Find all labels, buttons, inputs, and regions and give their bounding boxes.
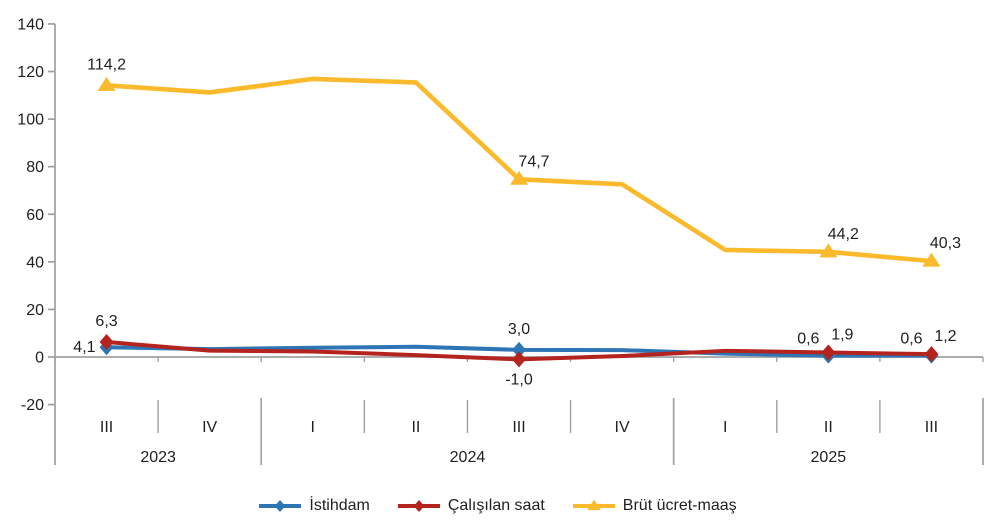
y-axis-tick-label: 80 xyxy=(26,159,44,176)
legend-label-brut-ucret-maas: Brüt ücret-maaş xyxy=(622,497,737,514)
legend-swatch-brut-ucret-maas-line-triangle-icon xyxy=(572,499,615,511)
data-label: -1,0 xyxy=(505,371,533,388)
legend-item-brut-ucret-maas: Brüt ücret-maaş xyxy=(572,497,737,515)
quarter-label: III xyxy=(512,419,525,436)
data-label: 4,1 xyxy=(73,339,95,356)
series-2-marker-triangle xyxy=(819,243,838,258)
quarter-label: II xyxy=(824,419,833,436)
year-label: 2023 xyxy=(140,449,176,466)
series-2-marker-triangle xyxy=(97,76,116,91)
quarter-label: III xyxy=(925,419,938,436)
series-1-marker-diamond xyxy=(99,334,114,351)
data-label: 40,3 xyxy=(930,235,961,252)
legend-swatch-istihdam-line-diamond-icon xyxy=(259,500,302,512)
legend-swatch-calisilan-saat-line-diamond-icon xyxy=(397,500,440,512)
legend-label-calisilan-saat: Çalışılan saat xyxy=(447,497,545,514)
quarter-label: III xyxy=(100,419,113,436)
data-label: 6,3 xyxy=(95,313,117,330)
quarter-label: I xyxy=(723,419,727,436)
quarter-label: IV xyxy=(615,419,630,436)
legend-label-istihdam: İstihdam xyxy=(309,497,370,514)
chart-legend: İstihdam Çalışılan saat Brüt ücret-maaş xyxy=(0,497,995,515)
series-1-marker-diamond xyxy=(821,344,836,361)
series-2-marker-triangle xyxy=(510,170,528,185)
data-label: 0,6 xyxy=(900,331,922,348)
data-label: 114,2 xyxy=(87,56,126,73)
y-axis-tick-label: 140 xyxy=(17,16,44,33)
series-2-marker-triangle xyxy=(922,252,941,267)
year-label: 2025 xyxy=(811,449,847,466)
y-axis-tick-label: 40 xyxy=(26,254,44,271)
y-axis-tick-label: -20 xyxy=(21,397,44,414)
quarter-label: IV xyxy=(202,419,217,436)
legend-marker-triangle-icon xyxy=(587,499,601,511)
y-axis-tick-label: 60 xyxy=(26,207,44,224)
series-1-marker-diamond xyxy=(924,346,939,363)
data-label: 74,7 xyxy=(518,153,549,170)
data-label: 0,6 xyxy=(797,331,819,348)
legend-marker-diamond-icon xyxy=(413,500,425,512)
data-label: 44,2 xyxy=(828,226,859,243)
quarter-label: II xyxy=(411,419,420,436)
y-axis-tick-label: 100 xyxy=(17,112,44,129)
data-label: 1,2 xyxy=(934,328,956,345)
legend-item-istihdam: İstihdam xyxy=(258,497,370,515)
series-0-marker-diamond xyxy=(512,341,526,358)
legend-marker-diamond-icon xyxy=(275,500,286,512)
data-label: 3,0 xyxy=(508,321,530,338)
y-axis-tick-label: 0 xyxy=(35,350,44,367)
legend-item-calisilan-saat: Çalışılan saat xyxy=(397,497,545,515)
data-label: 1,9 xyxy=(831,326,853,343)
series-1-marker-diamond xyxy=(512,351,526,368)
year-label: 2024 xyxy=(450,449,486,466)
y-axis-tick-label: 20 xyxy=(26,302,44,319)
y-axis-tick-label: 120 xyxy=(17,64,44,81)
quarter-label: I xyxy=(311,419,315,436)
